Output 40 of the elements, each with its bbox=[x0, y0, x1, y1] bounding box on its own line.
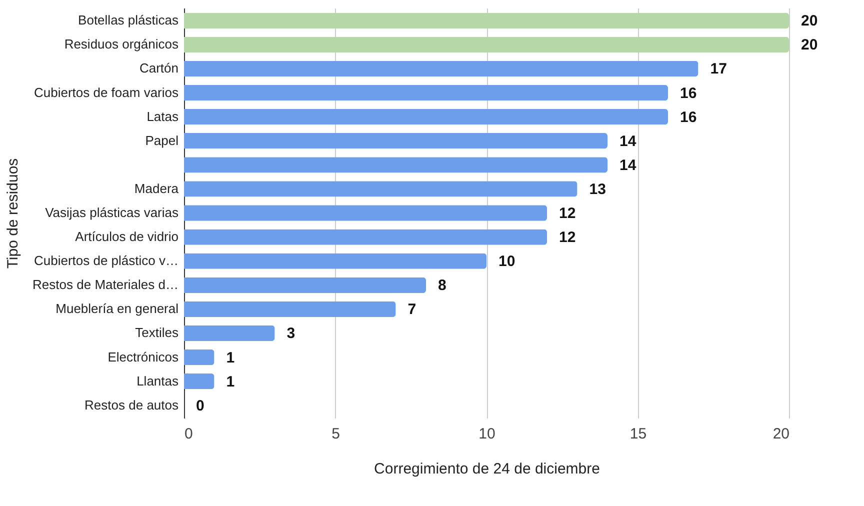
x-tick-label: 20 bbox=[772, 426, 790, 442]
data-label: 3 bbox=[286, 325, 296, 342]
y-tick-label: Mueblería en general bbox=[56, 301, 179, 316]
data-label: 12 bbox=[559, 229, 576, 246]
data-label: 12 bbox=[559, 205, 576, 222]
y-tick-label: Restos de autos bbox=[84, 397, 179, 412]
data-label: 0 bbox=[196, 397, 204, 414]
data-label: 1 bbox=[226, 349, 235, 366]
y-tick-label: Cartón bbox=[139, 60, 178, 76]
data-label: 16 bbox=[680, 84, 697, 102]
y-tick-label: Cubiertos de plástico v… bbox=[34, 253, 178, 268]
y-tick-label: Residuos orgánicos bbox=[64, 36, 179, 52]
y-tick-label: Cubiertos de foam varios bbox=[34, 84, 179, 100]
y-tick-label: Restos de Materiales d… bbox=[32, 277, 178, 292]
y-tick-label: Latas bbox=[146, 108, 179, 124]
x-tick-label: 0 bbox=[184, 426, 193, 442]
data-label: 1 bbox=[226, 373, 235, 390]
y-tick-label: Papel bbox=[145, 132, 179, 148]
y-tick-label: Electrónicos bbox=[108, 349, 179, 364]
y-axis-title: Tipo de residuos bbox=[4, 158, 22, 269]
y-tick-label: Vasijas plásticas varias bbox=[45, 205, 179, 220]
data-label: 8 bbox=[438, 277, 446, 294]
y-tick-label: Madera bbox=[134, 180, 180, 196]
data-label: 10 bbox=[498, 253, 516, 270]
data-label: 13 bbox=[589, 180, 606, 198]
data-label: 7 bbox=[408, 301, 416, 318]
x-tick-label: 10 bbox=[478, 426, 496, 442]
data-label: 20 bbox=[801, 36, 818, 54]
data-label: 17 bbox=[710, 60, 727, 78]
data-label: 14 bbox=[620, 156, 637, 174]
data-label: 20 bbox=[801, 12, 818, 30]
y-tick-label: Botellas plásticas bbox=[78, 12, 179, 28]
y-tick-label: Artículos de vidrio bbox=[75, 229, 178, 244]
x-tick-label: 15 bbox=[630, 426, 647, 442]
x-axis-title: Corregimiento de 24 de diciembre bbox=[374, 460, 600, 478]
data-label: 16 bbox=[680, 108, 697, 126]
x-tick-label: 5 bbox=[332, 426, 340, 442]
y-tick-label: Textiles bbox=[135, 325, 179, 340]
y-tick-label: Llantas bbox=[136, 373, 179, 388]
data-label: 14 bbox=[620, 132, 637, 150]
